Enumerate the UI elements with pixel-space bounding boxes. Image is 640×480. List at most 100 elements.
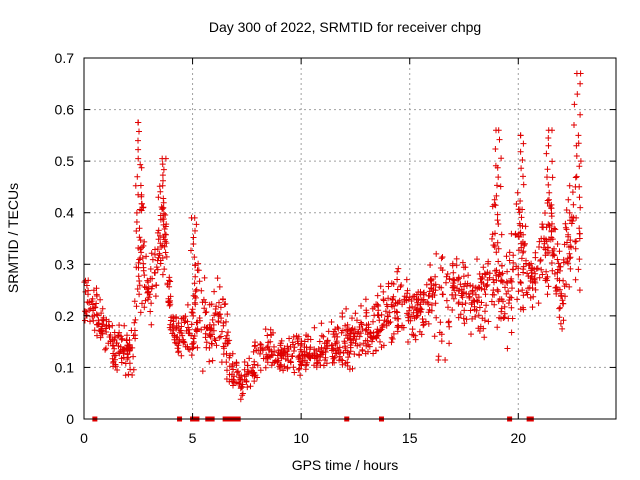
data-point [548, 228, 555, 235]
data-point [338, 356, 345, 363]
data-point [362, 296, 369, 303]
data-point [260, 355, 267, 362]
data-point [148, 250, 155, 257]
data-point [506, 249, 513, 256]
data-point [133, 228, 140, 234]
data-point [573, 153, 580, 159]
data-point [148, 300, 155, 307]
data-layer [81, 70, 584, 422]
data-point [479, 274, 486, 281]
data-point [560, 300, 567, 307]
data-point [211, 312, 218, 319]
data-point [450, 295, 457, 302]
data-point [374, 292, 381, 299]
data-point [520, 263, 527, 270]
data-point [110, 342, 117, 349]
data-point [475, 284, 482, 291]
data-point [436, 329, 443, 336]
data-point [358, 302, 364, 309]
data-point [537, 256, 544, 263]
data-point [557, 263, 564, 270]
data-point [137, 182, 144, 189]
data-point [469, 290, 476, 296]
data-point [95, 321, 102, 328]
data-point [474, 298, 481, 305]
data-point [303, 344, 310, 351]
data-point [476, 328, 483, 334]
data-point [190, 241, 197, 247]
data-point [362, 350, 369, 357]
data-point [169, 330, 176, 337]
data-point [394, 286, 401, 293]
data-point [496, 314, 503, 321]
data-point [192, 227, 198, 234]
data-point [152, 251, 158, 258]
data-point [194, 344, 201, 351]
data-point [339, 313, 346, 320]
data-point [525, 273, 532, 280]
data-point [259, 346, 266, 353]
data-point [209, 357, 216, 364]
data-point [492, 267, 498, 274]
data-point [351, 351, 358, 358]
data-point [485, 318, 492, 325]
data-point [455, 288, 462, 294]
data-point [536, 244, 542, 250]
data-point [134, 286, 141, 292]
data-point [532, 279, 539, 286]
data-point [566, 283, 573, 290]
data-point [154, 257, 161, 264]
data-point [380, 342, 387, 349]
data-point [449, 307, 456, 313]
data-point [508, 329, 515, 336]
data-point [90, 317, 97, 324]
data-point [155, 227, 162, 234]
data-point [116, 332, 122, 339]
data-point [114, 367, 121, 373]
data-point [350, 337, 357, 344]
data-point [111, 329, 118, 336]
data-point [496, 136, 503, 143]
y-tick-label: 0.5 [55, 153, 75, 169]
data-point [482, 291, 489, 298]
data-point [432, 300, 439, 307]
data-point [545, 283, 552, 290]
data-point [520, 181, 527, 188]
data-point [239, 384, 246, 391]
data-point [551, 252, 558, 259]
data-point [296, 353, 303, 360]
data-point [483, 302, 490, 309]
data-point [359, 326, 366, 332]
data-point [133, 303, 140, 310]
data-point [157, 232, 163, 239]
data-point [516, 247, 522, 254]
data-point [160, 234, 167, 241]
data-point [229, 371, 235, 378]
data-point [443, 297, 450, 304]
data-point [122, 372, 129, 379]
data-point [481, 334, 488, 341]
data-point [374, 326, 381, 333]
data-point [526, 284, 533, 291]
data-point [538, 235, 545, 242]
data-point [211, 288, 218, 295]
data-point [444, 271, 451, 277]
data-point [517, 148, 524, 155]
data-point [216, 334, 223, 341]
data-point [471, 306, 478, 313]
data-point [390, 330, 397, 337]
data-point [278, 348, 285, 355]
data-point [330, 331, 337, 338]
data-point [311, 324, 318, 331]
data-point [496, 296, 503, 303]
x-tick-label: 5 [189, 430, 197, 446]
data-point [135, 273, 142, 280]
data-point [475, 312, 482, 319]
data-point [223, 318, 229, 325]
data-point [165, 298, 172, 305]
data-point [194, 267, 201, 274]
data-point [93, 311, 100, 318]
data-point [370, 350, 377, 357]
data-point [385, 313, 392, 320]
